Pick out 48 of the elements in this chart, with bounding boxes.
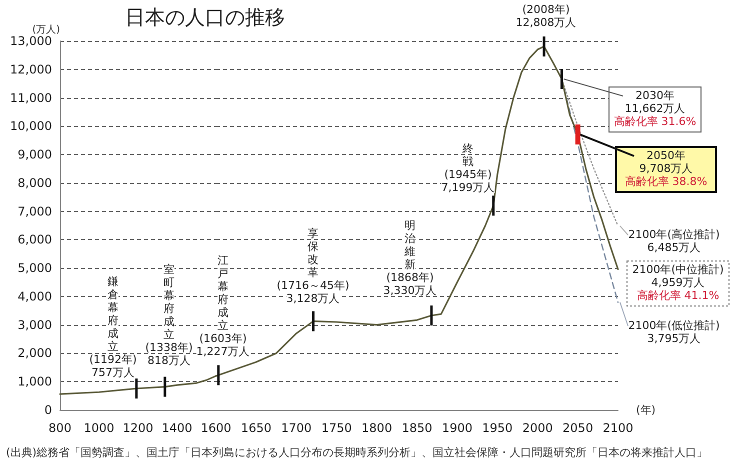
annotation: 2100年(高位推計) 6,485万人 xyxy=(628,228,720,254)
x-tick-label: 1650 xyxy=(240,421,272,435)
text: (出典)総務省「国勢調査」、国土庁「日本列島における人口分布の長期時系列分析」、国立社会保障・人口問題研究所「日本の将来推計人口」 xyxy=(6,446,708,459)
chart-title: 日本の人口の推移 xyxy=(125,5,285,29)
annotation: 2100年(低位推計) 3,795万人 xyxy=(628,319,720,345)
x-tick-label: 800 xyxy=(48,421,72,435)
y-tick-label: 11,000 xyxy=(10,90,52,105)
y-tick-label: 12,000 xyxy=(10,62,52,76)
y-tick-label: 3,000 xyxy=(18,318,52,332)
x-axis-title: (年) xyxy=(636,404,656,416)
annotation: 明治維新 (1868年) 3,330万人 xyxy=(383,219,437,297)
y-axis-title: (万人) xyxy=(32,24,60,36)
annotation: 室町幕府成立 (1338年) 818万人 xyxy=(145,263,193,367)
x-tick-label: 1900 xyxy=(442,421,472,435)
y-tick-label: 4,000 xyxy=(18,289,52,304)
y-tick-label: 6,000 xyxy=(18,232,52,247)
x-tick-label: 1400 xyxy=(162,421,192,435)
y-tick-label: 10,000 xyxy=(10,119,52,134)
x-tick-label: 1000 xyxy=(84,421,114,435)
text: 高齢化率 41.1% xyxy=(636,289,720,302)
annotation: 鎌倉幕府成立 (1192年) 757万人 xyxy=(89,275,137,379)
x-tick-label: 1600 xyxy=(200,421,232,435)
x-tick-label: 2100 xyxy=(602,421,634,435)
annotation: 江戸幕府成立 (1603年) 1,227万人 xyxy=(196,254,250,358)
y-tick-label: 1,000 xyxy=(18,374,52,389)
x-tick-label: 1800 xyxy=(362,421,392,435)
y-tick-label: 0 xyxy=(44,403,52,417)
y-tick-label: 8,000 xyxy=(18,176,52,190)
annotation: 終戦 (1945年) 7,199万人 xyxy=(441,142,495,194)
x-tick-label: 1950 xyxy=(482,421,513,435)
y-tick-label: 2,000 xyxy=(18,346,52,360)
annotation: 高齢化率 31.6% xyxy=(614,115,696,128)
x-tick-label: 1700 xyxy=(281,421,312,435)
annotation: 享保改革 (1716～45年) 3,128万人 xyxy=(276,227,350,305)
annotation: 2050年 9,708万人 xyxy=(639,149,693,175)
annotation: 2100年(中位推計) 4,959万人 xyxy=(632,263,724,289)
x-tick-label: 1850 xyxy=(402,421,432,435)
y-tick-label: 13,000 xyxy=(10,34,52,48)
y-tick-label: 7,000 xyxy=(18,204,52,218)
x-tick-label: 2050 xyxy=(562,421,594,435)
x-tick-label: 1750 xyxy=(321,421,352,435)
annotation: 2030年 11,662万人 xyxy=(624,89,686,115)
x-tick-label: 2000 xyxy=(522,421,553,435)
annotation: (2008年) 12,808万人 xyxy=(516,3,576,29)
y-tick-label: 5,000 xyxy=(18,261,52,276)
y-tick-label: 9,000 xyxy=(18,148,52,162)
x-tick-label: 1200 xyxy=(122,421,154,435)
text: 高齢化率 38.8% xyxy=(624,175,708,188)
